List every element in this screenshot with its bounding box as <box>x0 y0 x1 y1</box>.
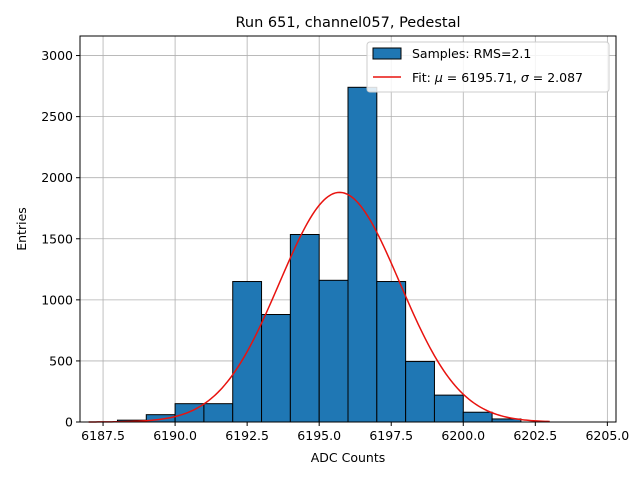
x-tick-label: 6200.0 <box>441 428 485 443</box>
histogram-bar <box>376 281 407 423</box>
x-tick-label: 6195.0 <box>297 428 341 443</box>
x-tick-label: 6205.0 <box>585 428 629 443</box>
histogram-bar <box>261 314 291 423</box>
x-axis-ticks: 6187.5 6190.0 6192.5 6195.0 6197.5 6200.0 6202… <box>81 422 629 443</box>
plot-frame <box>79 35 617 423</box>
legend-hist-label: Samples: RMS=2.1 <box>412 46 531 61</box>
legend: Samples: RMS=2.1 Fit: μ = 6195.71, σ = 2… <box>366 41 610 93</box>
y-tick-label: 2000 <box>41 170 73 185</box>
x-tick-label: 6192.5 <box>225 428 269 443</box>
x-tick-label: 6202.5 <box>513 428 557 443</box>
x-tick-label: 6197.5 <box>369 428 413 443</box>
x-tick-label: 6190.0 <box>153 428 197 443</box>
legend-fit-label: Fit: μ = 6195.71, σ = 2.087 <box>412 70 583 85</box>
histogram-bar <box>433 394 464 423</box>
histogram-bar <box>203 403 234 423</box>
y-tick-label: 1000 <box>41 292 73 307</box>
y-tick-label: 1500 <box>41 231 73 246</box>
x-axis-label: ADC Counts <box>311 450 386 465</box>
y-tick-label: 0 <box>65 415 73 430</box>
legend-hist-swatch <box>372 47 402 60</box>
y-tick-label: 3000 <box>41 48 73 63</box>
y-tick-label: 2500 <box>41 109 73 124</box>
histogram-bar <box>289 233 320 423</box>
histogram-bar <box>462 411 493 423</box>
legend-box <box>366 41 610 93</box>
histogram-bar <box>405 361 435 423</box>
y-axis-label: Entries <box>14 207 29 251</box>
histogram-bar <box>347 86 378 423</box>
histogram-bar <box>318 279 349 423</box>
x-tick-label: 6187.5 <box>81 428 125 443</box>
y-tick-label: 500 <box>49 353 73 368</box>
fit-curve <box>88 191 550 423</box>
y-axis-ticks: 0 500 1000 1500 2000 2500 3000 <box>41 48 80 430</box>
chart-title: Run 651, channel057, Pedestal <box>235 15 460 31</box>
